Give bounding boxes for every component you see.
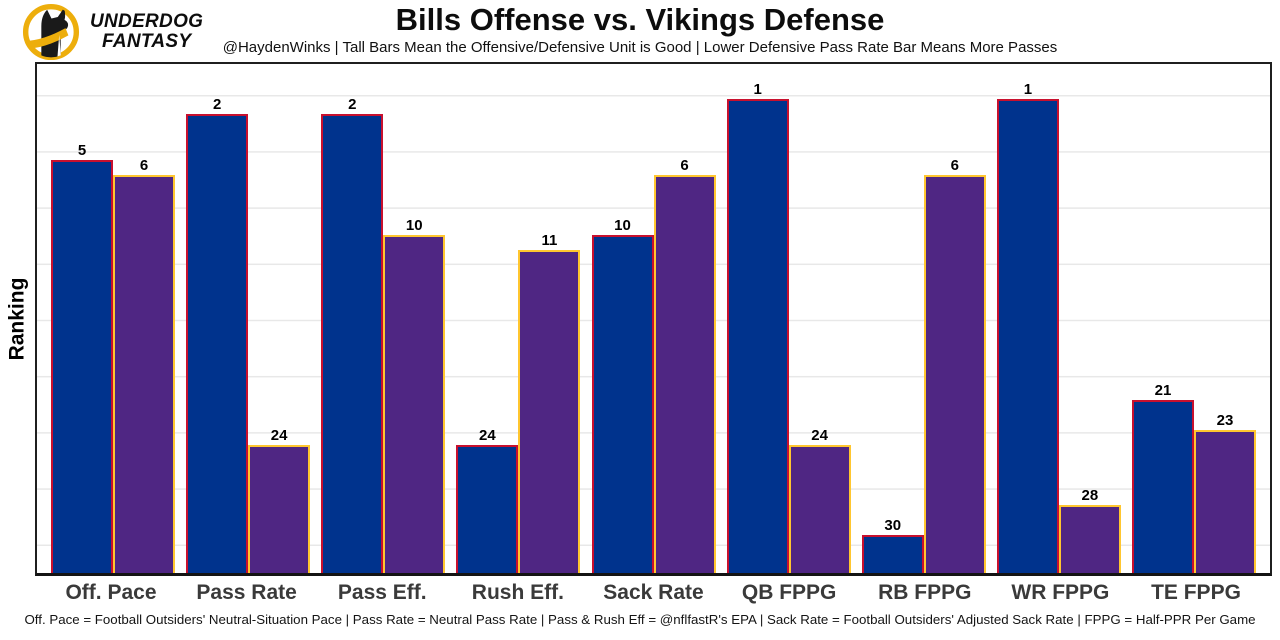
chart-subtitle: @HaydenWinks | Tall Bars Mean the Offens…: [222, 39, 1058, 56]
underdog-fantasy-logo: UNDERDOG FANTASY: [22, 3, 203, 61]
x-axis-label-pass-eff-: Pass Eff.: [337, 581, 427, 604]
bar-value-label: 11: [541, 231, 558, 249]
bar-bills-offense: 5: [51, 142, 113, 573]
bar-value-label: 23: [1216, 412, 1234, 430]
brand-wordmark: UNDERDOG FANTASY: [90, 12, 203, 52]
bar-group-rb-fppg: 30 6: [861, 64, 986, 573]
bar-bills-offense: 1: [996, 81, 1059, 573]
bar-vikings-defense: 6: [113, 157, 175, 573]
bar-vikings-defense: 23: [1194, 412, 1256, 573]
chart-area: Ranking 5 6 2 24 2 10 24 11 10 6 1 24 30 6 1 28 21 23: [0, 62, 1280, 576]
brand-line-underdog: UNDERDOG: [90, 11, 204, 32]
title-block: Bills Offense vs. Vikings Defense @Hayde…: [0, 2, 1280, 58]
bar-value-label: 6: [139, 156, 149, 174]
x-axis-label-rush-eff-: Rush Eff.: [471, 581, 564, 604]
x-axis-label-sack-rate: Sack Rate: [603, 581, 704, 604]
bar-vikings-defense: 11: [518, 232, 581, 573]
bar-vikings-defense: 24: [788, 427, 851, 573]
bar-value-label: 2: [212, 96, 222, 114]
bar-bills-offense: 1: [726, 81, 789, 573]
bar-value-label: 28: [1081, 487, 1099, 505]
underdog-dog-icon: [22, 3, 80, 61]
plot-area: 5 6 2 24 2 10 24 11 10 6 1 24 30 6 1 28 21 23: [35, 62, 1272, 576]
bar-bills-offense: 2: [321, 96, 384, 573]
bar-value-label: 1: [753, 81, 762, 99]
bar-bills-offense: 30: [861, 517, 924, 573]
bar-groups: 5 6 2 24 2 10 24 11 10 6 1 24 30 6 1 28 21 23: [37, 64, 1270, 573]
bar-vikings-defense: 6: [653, 157, 716, 573]
bar-value-label: 6: [950, 156, 959, 174]
bar-group-pass-eff-: 2 10: [321, 64, 446, 573]
bar-bills-offense: 24: [456, 427, 519, 573]
x-axis-label-wr-fppg: WR FPPG: [1011, 581, 1110, 604]
bar-value-label: 24: [270, 427, 288, 445]
x-axis-label-te-fppg: TE FPPG: [1151, 581, 1241, 604]
bar-value-label: 6: [680, 156, 689, 174]
bar-value-label: 24: [479, 427, 496, 445]
bar-value-label: 1: [1023, 81, 1033, 99]
bar-bills-offense: 21: [1132, 382, 1194, 573]
bar-bills-offense: 10: [591, 217, 654, 573]
bar-group-rush-eff-: 24 11: [456, 64, 581, 573]
bar-group-pass-rate: 2 24: [186, 64, 311, 573]
x-axis-labels: Off. Pace Pass Rate Pass Eff. Rush Eff. Sack…: [35, 580, 1272, 606]
bar-value-label: 21: [1154, 382, 1172, 400]
bar-group-te-fppg: 21 23: [1132, 64, 1256, 573]
x-axis-label-qb-fppg: QB FPPG: [741, 581, 837, 604]
bar-value-label: 24: [811, 427, 828, 445]
bar-value-label: 5: [77, 141, 87, 159]
chart-title: Bills Offense vs. Vikings Defense: [395, 2, 885, 37]
y-axis-label: Ranking: [5, 277, 29, 361]
bar-group-qb-fppg: 1 24: [726, 64, 851, 573]
x-axis-label-rb-fppg: RB FPPG: [878, 581, 972, 604]
bar-value-label: 2: [348, 96, 357, 114]
bar-vikings-defense: 10: [383, 217, 446, 573]
bar-vikings-defense: 24: [248, 427, 311, 573]
x-axis-label-off-pace: Off. Pace: [65, 581, 157, 604]
bar-bills-offense: 2: [186, 96, 249, 573]
bar-value-label: 10: [614, 216, 631, 234]
y-axis: Ranking: [0, 62, 35, 576]
chart-footnote: Off. Pace = Football Outsiders' Neutral-…: [24, 612, 1256, 627]
bar-group-sack-rate: 10 6: [591, 64, 716, 573]
bar-vikings-defense: 6: [923, 157, 986, 573]
bar-value-label: 10: [405, 216, 423, 234]
bar-group-wr-fppg: 1 28: [996, 64, 1121, 573]
bar-vikings-defense: 28: [1058, 487, 1121, 573]
brand-line-fantasy: FANTASY: [102, 31, 192, 52]
x-axis-label-pass-rate: Pass Rate: [196, 581, 297, 604]
header: UNDERDOG FANTASY Bills Offense vs. Vikin…: [0, 0, 1280, 62]
bar-value-label: 30: [884, 517, 902, 535]
